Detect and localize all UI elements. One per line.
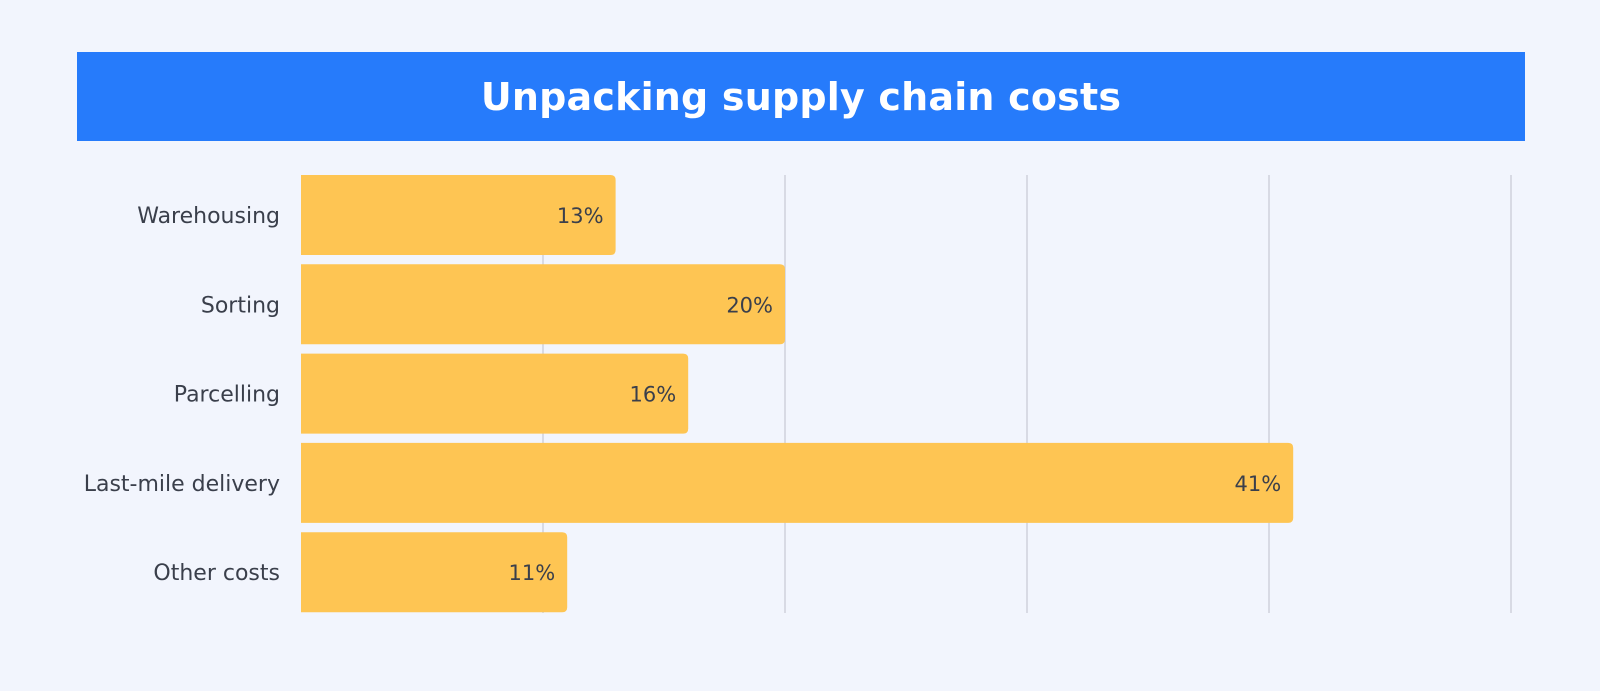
bar-3 bbox=[301, 442, 1294, 523]
chart-title: Unpacking supply chain costs bbox=[480, 74, 1122, 119]
category-label-1: Sorting bbox=[201, 293, 280, 318]
category-label-4: Other costs bbox=[153, 561, 280, 586]
category-label-3: Last-mile delivery bbox=[84, 472, 280, 497]
value-label-2: 16% bbox=[630, 383, 677, 407]
title-banner: Unpacking supply chain costs bbox=[77, 52, 1525, 141]
value-label-3: 41% bbox=[1235, 472, 1282, 496]
bar-1 bbox=[301, 264, 785, 345]
value-label-1: 20% bbox=[726, 293, 773, 317]
bar-0 bbox=[301, 175, 616, 255]
category-label-0: Warehousing bbox=[137, 204, 280, 229]
value-label-4: 11% bbox=[509, 561, 556, 585]
value-label-0: 13% bbox=[557, 204, 604, 228]
bar-4 bbox=[301, 532, 568, 613]
bar-2 bbox=[301, 353, 689, 434]
category-label-2: Parcelling bbox=[174, 383, 280, 408]
